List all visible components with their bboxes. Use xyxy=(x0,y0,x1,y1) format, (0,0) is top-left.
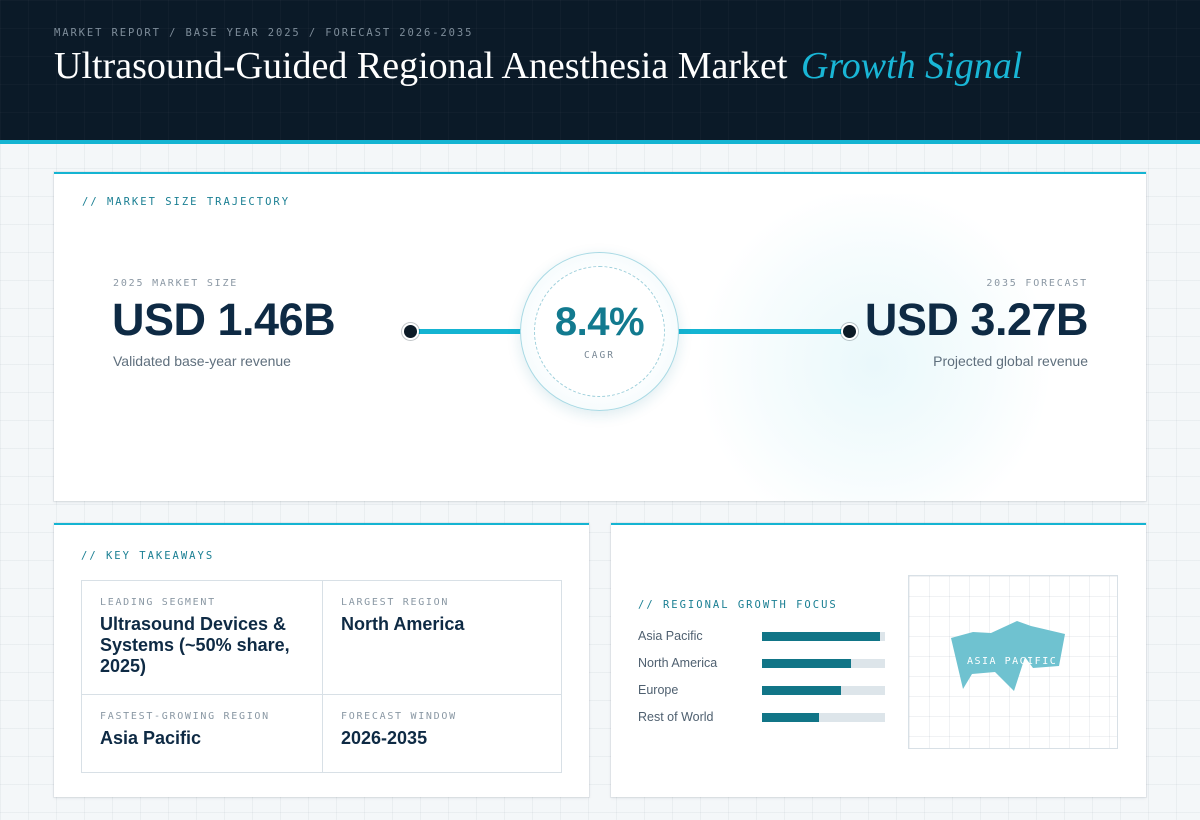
end-marker xyxy=(841,323,858,340)
start-marker xyxy=(402,323,419,340)
title-main: Ultrasound-Guided Regional Anesthesia Ma… xyxy=(54,45,788,87)
page-title: Ultrasound-Guided Regional Anesthesia Ma… xyxy=(54,44,1022,88)
region-bar-track xyxy=(762,632,885,641)
takeaway-key: FASTEST-GROWING REGION xyxy=(100,711,270,722)
region-bar-row: Rest of World xyxy=(638,707,888,727)
takeaway-leading-segment: LEADING SEGMENT Ultrasound Devices & Sys… xyxy=(82,581,322,694)
takeaway-fastest-growing-region: FASTEST-GROWING REGION Asia Pacific xyxy=(82,694,322,772)
map-region-label: ASIA PACIFIC xyxy=(967,656,1058,667)
region-bar-fill xyxy=(762,632,881,641)
start-value: USD 1.46B xyxy=(112,294,336,345)
end-label: 2035 FORECAST xyxy=(986,278,1088,289)
region-bar-label: North America xyxy=(638,656,718,670)
region-bar-fill xyxy=(762,686,841,695)
takeaway-value: Ultrasound Devices & Systems (~50% share… xyxy=(100,614,290,676)
start-caption: Validated base-year revenue xyxy=(113,353,291,369)
trajectory-section-label: // MARKET SIZE TRAJECTORY xyxy=(82,196,291,208)
takeaway-key: FORECAST WINDOW xyxy=(341,711,457,722)
region-bar-label: Europe xyxy=(638,683,679,697)
takeaway-largest-region: LARGEST REGION North America xyxy=(322,581,562,694)
cagr-value: 8.4% xyxy=(554,300,645,344)
region-bar-track xyxy=(762,659,885,668)
background-glow xyxy=(694,194,1054,501)
title-accent: Growth Signal xyxy=(800,45,1023,87)
region-bar-label: Rest of World xyxy=(638,710,714,724)
trajectory-line-right xyxy=(678,329,844,334)
key-takeaways-panel: // KEY TAKEAWAYS LEADING SEGMENT Ultraso… xyxy=(54,523,589,797)
takeaway-key: LEADING SEGMENT xyxy=(100,597,216,608)
region-bar-fill xyxy=(762,659,851,668)
region-bar-row: Europe xyxy=(638,680,888,700)
takeaway-value: North America xyxy=(341,614,465,634)
cagr-ring-inner xyxy=(534,266,665,397)
trajectory-panel: // MARKET SIZE TRAJECTORY 2025 MARKET SI… xyxy=(54,172,1146,501)
takeaways-grid: LEADING SEGMENT Ultrasound Devices & Sys… xyxy=(81,580,562,773)
region-bar-row: North America xyxy=(638,653,888,673)
end-value: USD 3.27B xyxy=(864,294,1089,345)
takeaway-value: Asia Pacific xyxy=(100,728,202,748)
region-bar-fill xyxy=(762,713,819,722)
takeaway-forecast-window: FORECAST WINDOW 2026-2035 xyxy=(322,694,562,772)
start-label: 2025 MARKET SIZE xyxy=(113,278,239,289)
report-eyebrow: MARKET REPORT / BASE YEAR 2025 / FORECAS… xyxy=(54,27,474,39)
takeaway-value: 2026-2035 xyxy=(341,728,428,748)
report-header: MARKET REPORT / BASE YEAR 2025 / FORECAS… xyxy=(0,0,1200,144)
region-bar-track xyxy=(762,686,885,695)
region-bar-label: Asia Pacific xyxy=(638,629,703,643)
region-bar-track xyxy=(762,713,885,722)
asia-pacific-map-shape xyxy=(951,621,1065,691)
regional-section-label: // REGIONAL GROWTH FOCUS xyxy=(638,599,838,611)
cagr-label: CAGR xyxy=(584,350,615,361)
takeaways-section-label: // KEY TAKEAWAYS xyxy=(81,550,215,562)
end-caption: Projected global revenue xyxy=(933,353,1088,369)
trajectory-line-left xyxy=(417,329,521,334)
region-map: ASIA PACIFIC xyxy=(908,575,1118,749)
regional-growth-panel: // REGIONAL GROWTH FOCUS Asia Pacific No… xyxy=(611,523,1146,797)
takeaway-key: LARGEST REGION xyxy=(341,597,450,608)
region-bar-row: Asia Pacific xyxy=(638,626,888,646)
